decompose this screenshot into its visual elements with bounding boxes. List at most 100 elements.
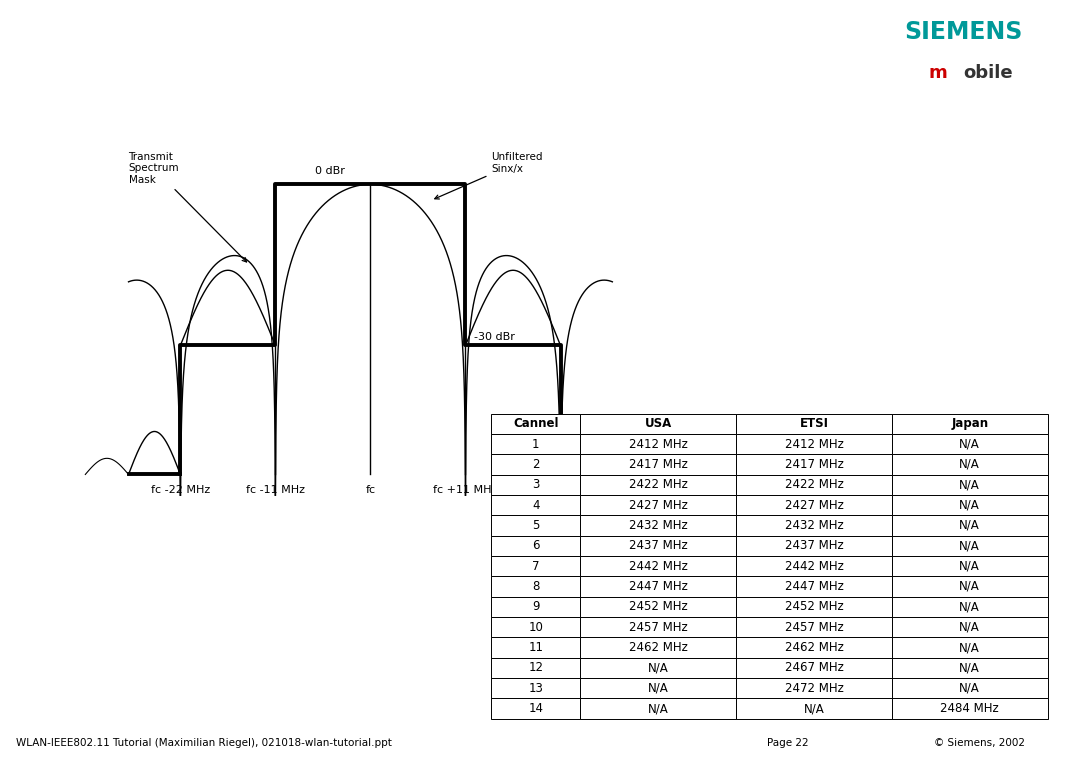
Bar xyxy=(491,678,580,698)
Text: ETSI: ETSI xyxy=(799,417,828,430)
Text: DSSS Transmit Spectrum and Channels: DSSS Transmit Spectrum and Channels xyxy=(24,37,662,64)
Bar xyxy=(737,576,892,597)
Text: 1: 1 xyxy=(532,437,540,451)
Bar xyxy=(491,698,580,719)
Text: 2447 MHz: 2447 MHz xyxy=(629,580,688,593)
Bar xyxy=(737,475,892,495)
Bar xyxy=(580,495,737,515)
Bar xyxy=(737,698,892,719)
Bar xyxy=(491,556,580,576)
Text: N/A: N/A xyxy=(959,681,981,695)
Text: N/A: N/A xyxy=(959,458,981,471)
Text: Japan: Japan xyxy=(951,417,988,430)
Bar xyxy=(737,556,892,576)
Bar xyxy=(580,536,737,556)
Text: 2432 MHz: 2432 MHz xyxy=(785,519,843,532)
Text: 2452 MHz: 2452 MHz xyxy=(629,600,688,613)
Bar xyxy=(491,515,580,536)
Text: obile: obile xyxy=(963,63,1013,82)
Text: N/A: N/A xyxy=(959,519,981,532)
Bar xyxy=(892,475,1048,495)
Text: 2422 MHz: 2422 MHz xyxy=(629,478,688,491)
Bar xyxy=(580,576,737,597)
Text: -50 dBr: -50 dBr xyxy=(569,446,610,456)
Text: 8: 8 xyxy=(532,580,540,593)
Bar xyxy=(580,698,737,719)
Text: N/A: N/A xyxy=(959,478,981,491)
Text: 3: 3 xyxy=(532,478,540,491)
Text: 2484 MHz: 2484 MHz xyxy=(941,702,999,715)
Bar xyxy=(491,495,580,515)
Text: 7: 7 xyxy=(532,559,540,573)
Text: N/A: N/A xyxy=(959,437,981,451)
Bar xyxy=(892,637,1048,658)
Text: 12: 12 xyxy=(528,662,543,674)
Bar xyxy=(892,658,1048,678)
Bar xyxy=(491,597,580,617)
Text: 2412 MHz: 2412 MHz xyxy=(784,437,843,451)
Text: N/A: N/A xyxy=(959,559,981,573)
Text: Cannel: Cannel xyxy=(513,417,558,430)
Text: 2427 MHz: 2427 MHz xyxy=(629,498,688,512)
Text: 2442 MHz: 2442 MHz xyxy=(784,559,843,573)
Text: 2: 2 xyxy=(532,458,540,471)
Bar xyxy=(737,597,892,617)
Bar xyxy=(580,597,737,617)
Bar xyxy=(580,475,737,495)
Bar xyxy=(892,495,1048,515)
Text: 2442 MHz: 2442 MHz xyxy=(629,559,688,573)
Bar xyxy=(892,576,1048,597)
Bar xyxy=(892,698,1048,719)
Bar xyxy=(491,637,580,658)
Text: N/A: N/A xyxy=(959,600,981,613)
Text: 2427 MHz: 2427 MHz xyxy=(784,498,843,512)
Text: 10: 10 xyxy=(528,620,543,634)
Text: USA: USA xyxy=(645,417,672,430)
Text: 2422 MHz: 2422 MHz xyxy=(784,478,843,491)
Text: SIEMENS: SIEMENS xyxy=(904,21,1023,44)
Text: -30 dBr: -30 dBr xyxy=(474,333,515,343)
Bar xyxy=(892,556,1048,576)
Text: m: m xyxy=(928,63,947,82)
Text: 11: 11 xyxy=(528,641,543,654)
Bar xyxy=(491,414,580,434)
Text: fc +11 MHz: fc +11 MHz xyxy=(433,485,498,495)
Bar xyxy=(892,454,1048,475)
Text: Unfiltered
Sinx/x: Unfiltered Sinx/x xyxy=(435,152,543,199)
Text: 2412 MHz: 2412 MHz xyxy=(629,437,688,451)
Text: N/A: N/A xyxy=(959,580,981,593)
Bar xyxy=(892,536,1048,556)
Text: N/A: N/A xyxy=(648,681,669,695)
Bar xyxy=(892,597,1048,617)
Bar xyxy=(580,434,737,454)
Text: 2432 MHz: 2432 MHz xyxy=(629,519,688,532)
Bar xyxy=(892,617,1048,637)
Bar xyxy=(491,454,580,475)
Text: 2457 MHz: 2457 MHz xyxy=(785,620,843,634)
Text: 4: 4 xyxy=(532,498,540,512)
Text: 2462 MHz: 2462 MHz xyxy=(784,641,843,654)
Bar xyxy=(491,475,580,495)
Text: © Siemens, 2002: © Siemens, 2002 xyxy=(934,738,1025,749)
Bar xyxy=(491,536,580,556)
Bar xyxy=(737,515,892,536)
Bar xyxy=(580,637,737,658)
Text: N/A: N/A xyxy=(959,620,981,634)
Text: fc -11 MHz: fc -11 MHz xyxy=(246,485,305,495)
Text: 2447 MHz: 2447 MHz xyxy=(784,580,843,593)
Bar xyxy=(580,556,737,576)
Text: N/A: N/A xyxy=(959,539,981,552)
Text: N/A: N/A xyxy=(648,702,669,715)
Bar xyxy=(737,454,892,475)
Text: N/A: N/A xyxy=(959,662,981,674)
Bar xyxy=(892,678,1048,698)
Bar xyxy=(491,576,580,597)
Text: 2452 MHz: 2452 MHz xyxy=(785,600,843,613)
Text: N/A: N/A xyxy=(959,641,981,654)
Text: 2467 MHz: 2467 MHz xyxy=(784,662,843,674)
Bar xyxy=(580,678,737,698)
Text: 13: 13 xyxy=(528,681,543,695)
Bar xyxy=(737,414,892,434)
Text: 6: 6 xyxy=(532,539,540,552)
Bar xyxy=(737,678,892,698)
